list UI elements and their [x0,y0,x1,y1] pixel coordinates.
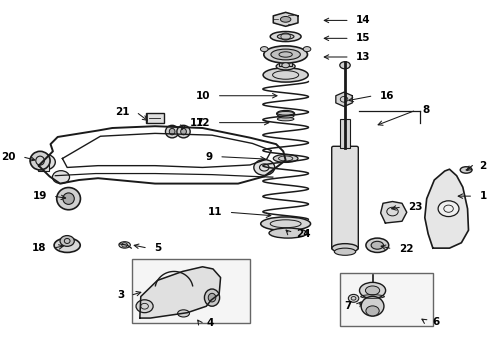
Text: 18: 18 [32,243,47,253]
Ellipse shape [370,241,383,249]
Bar [38,161,48,171]
Ellipse shape [177,310,189,317]
Ellipse shape [280,17,290,22]
Ellipse shape [359,282,385,298]
Ellipse shape [459,167,471,173]
Bar [340,119,349,148]
Circle shape [253,159,274,175]
Text: 9: 9 [205,152,213,162]
Circle shape [437,201,458,217]
Ellipse shape [277,112,293,115]
Text: 3: 3 [117,291,124,301]
Ellipse shape [303,46,310,51]
Text: 22: 22 [398,244,412,254]
Ellipse shape [180,129,186,135]
Ellipse shape [273,154,297,162]
Ellipse shape [347,294,358,302]
Text: 16: 16 [379,91,393,101]
Ellipse shape [277,117,293,121]
Polygon shape [380,202,406,223]
Polygon shape [273,12,297,26]
Text: 7: 7 [343,301,350,311]
Ellipse shape [270,49,300,60]
Ellipse shape [263,46,307,63]
Ellipse shape [334,248,355,255]
Text: 19: 19 [32,191,47,201]
Ellipse shape [260,217,310,230]
Ellipse shape [60,235,74,246]
Text: 13: 13 [355,52,370,62]
Ellipse shape [365,238,388,252]
Polygon shape [335,92,351,107]
Ellipse shape [260,46,267,51]
Bar [132,259,249,323]
Text: 20: 20 [1,152,16,162]
Ellipse shape [276,63,295,70]
Text: 21: 21 [115,107,130,117]
Text: 23: 23 [407,202,422,212]
Text: 8: 8 [422,105,429,115]
Ellipse shape [361,296,383,316]
Bar [340,273,432,326]
Ellipse shape [365,306,378,316]
Polygon shape [424,169,468,248]
Ellipse shape [365,286,379,295]
Ellipse shape [165,125,179,138]
Text: 15: 15 [355,33,370,43]
Circle shape [52,171,69,184]
Text: 24: 24 [296,229,310,239]
Ellipse shape [331,244,357,253]
Text: 5: 5 [154,243,161,253]
Text: 12: 12 [196,118,210,128]
Bar [145,113,163,123]
Ellipse shape [263,68,307,82]
Text: 6: 6 [431,317,438,327]
Text: 11: 11 [207,207,222,217]
Ellipse shape [276,111,294,117]
Ellipse shape [208,293,215,302]
Ellipse shape [204,289,219,306]
Text: 17: 17 [189,118,204,128]
Ellipse shape [30,151,50,170]
Polygon shape [140,267,220,318]
Ellipse shape [277,34,293,39]
Text: 4: 4 [206,319,213,328]
Ellipse shape [57,188,81,210]
Bar [279,52,292,66]
Circle shape [34,154,55,170]
Ellipse shape [268,228,306,238]
Ellipse shape [63,193,74,204]
Ellipse shape [177,125,190,138]
Text: 1: 1 [478,191,486,201]
Ellipse shape [281,63,289,68]
Ellipse shape [119,242,130,248]
Ellipse shape [169,129,175,135]
Circle shape [136,300,153,313]
Ellipse shape [339,62,349,69]
Text: 2: 2 [478,161,486,171]
Text: 10: 10 [196,91,210,101]
FancyBboxPatch shape [331,146,358,249]
Ellipse shape [270,32,301,41]
Ellipse shape [54,238,80,252]
Ellipse shape [277,114,293,118]
Text: 14: 14 [355,15,370,26]
